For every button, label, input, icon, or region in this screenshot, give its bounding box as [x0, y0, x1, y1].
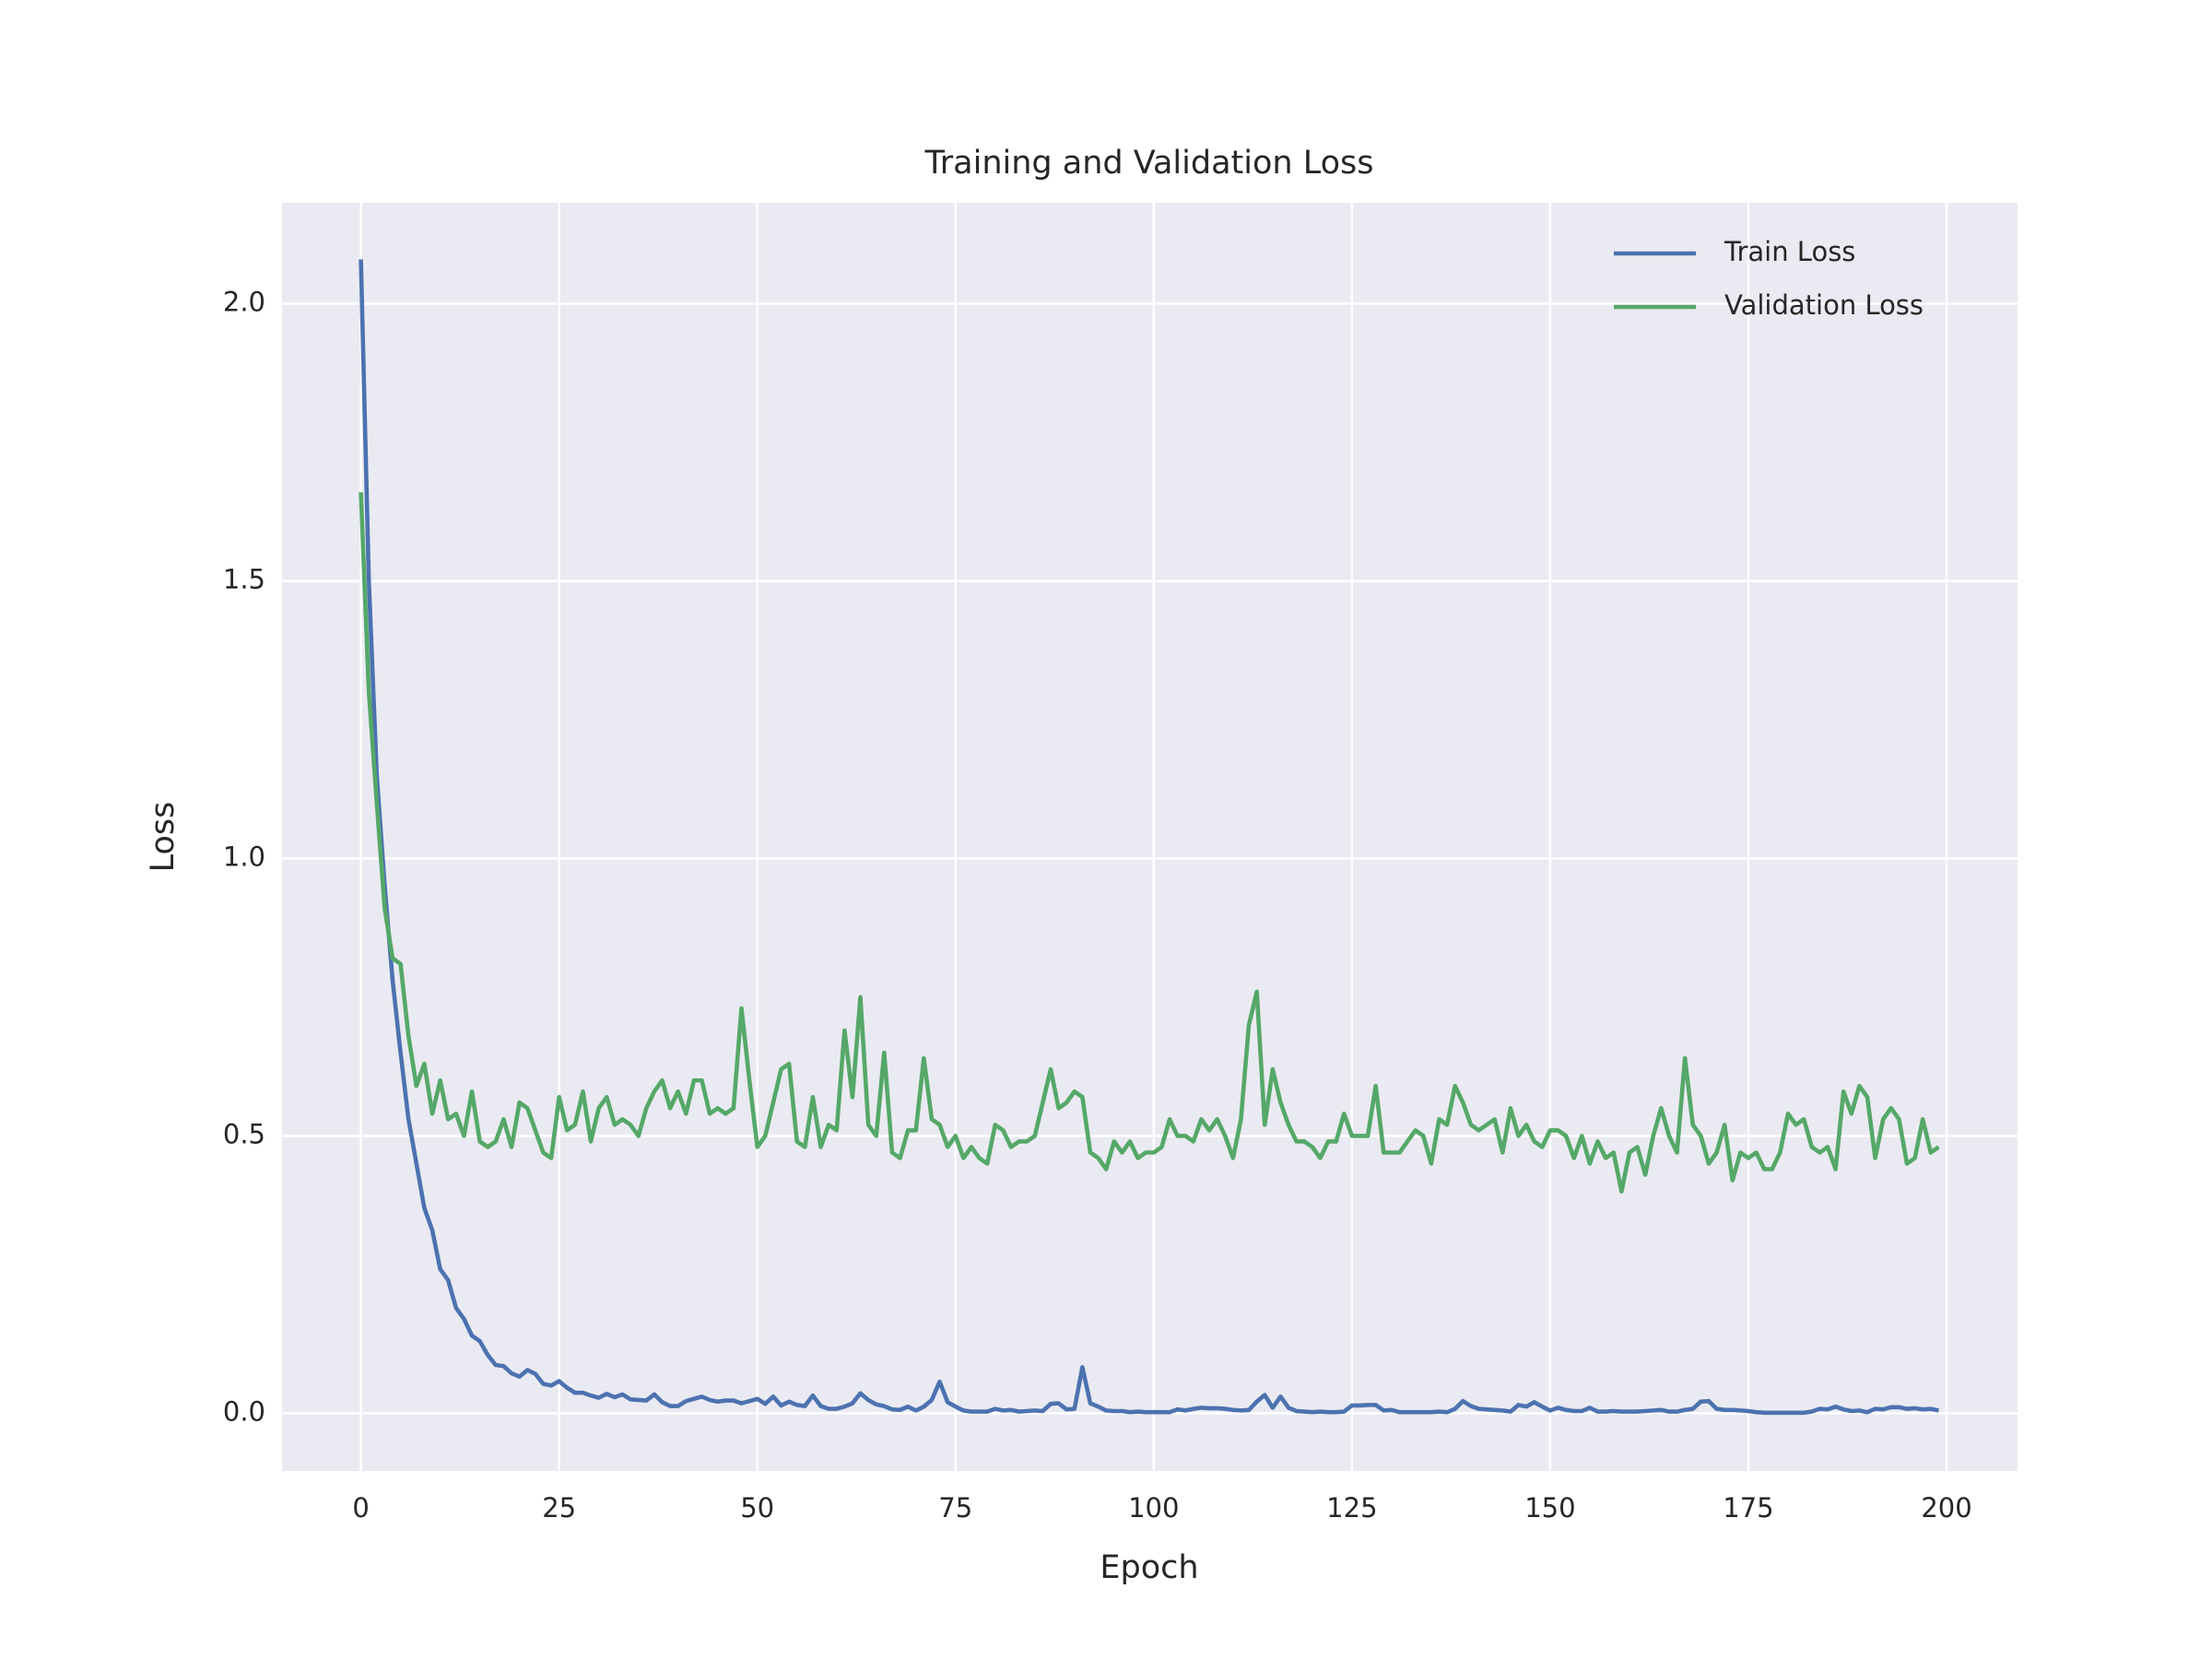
chart-title: Training and Validation Loss: [924, 145, 1374, 182]
legend-label: Validation Loss: [1724, 289, 1924, 321]
series-line: [359, 259, 1939, 1416]
x-tick-label: 50: [740, 1492, 774, 1524]
x-tick-label: 175: [1723, 1492, 1773, 1524]
x-axis-label: Epoch: [1100, 1549, 1198, 1586]
y-tick-label: 0.0: [223, 1395, 265, 1427]
x-tick-label: 200: [1921, 1492, 1971, 1524]
y-tick-label: 1.5: [223, 564, 265, 595]
x-tick-label: 150: [1524, 1492, 1575, 1524]
x-tick-label: 100: [1128, 1492, 1179, 1524]
y-tick-label: 1.0: [223, 841, 265, 872]
y-tick-label: 2.0: [223, 287, 265, 318]
x-tick-label: 125: [1326, 1492, 1377, 1524]
x-tick-label: 0: [352, 1492, 369, 1524]
y-axis-label: Loss: [145, 802, 182, 873]
y-tick-label: 0.5: [223, 1118, 265, 1149]
series-line: [359, 492, 1940, 1194]
plot-area: [282, 203, 2018, 1471]
x-tick-label: 75: [938, 1492, 972, 1524]
legend-label: Train Loss: [1724, 236, 1855, 267]
x-tick-label: 25: [542, 1492, 576, 1524]
